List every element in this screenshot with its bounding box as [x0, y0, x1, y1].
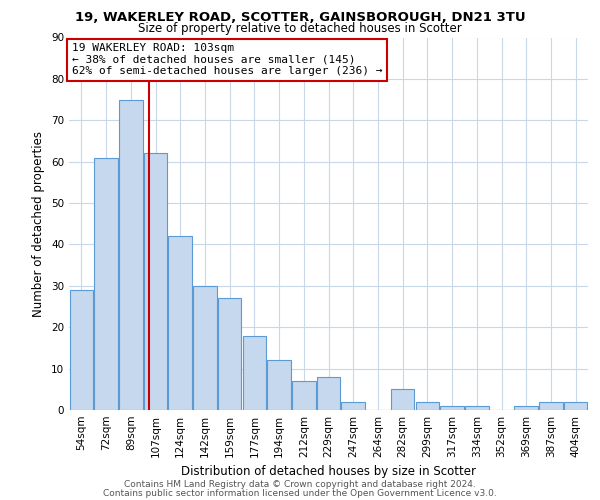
Bar [514, 406, 538, 410]
Bar [242, 336, 266, 410]
Y-axis label: Number of detached properties: Number of detached properties [32, 130, 46, 317]
Bar [218, 298, 241, 410]
Text: 19, WAKERLEY ROAD, SCOTTER, GAINSBOROUGH, DN21 3TU: 19, WAKERLEY ROAD, SCOTTER, GAINSBOROUGH… [74, 11, 526, 24]
Bar [465, 406, 488, 410]
Bar [193, 286, 217, 410]
Text: Size of property relative to detached houses in Scotter: Size of property relative to detached ho… [138, 22, 462, 35]
Text: Contains public sector information licensed under the Open Government Licence v3: Contains public sector information licen… [103, 488, 497, 498]
Bar [440, 406, 464, 410]
Text: Contains HM Land Registry data © Crown copyright and database right 2024.: Contains HM Land Registry data © Crown c… [124, 480, 476, 489]
Bar [317, 377, 340, 410]
Bar [391, 390, 415, 410]
X-axis label: Distribution of detached houses by size in Scotter: Distribution of detached houses by size … [181, 466, 476, 478]
Bar [169, 236, 192, 410]
Bar [539, 402, 563, 410]
Text: 19 WAKERLEY ROAD: 103sqm
← 38% of detached houses are smaller (145)
62% of semi-: 19 WAKERLEY ROAD: 103sqm ← 38% of detach… [71, 43, 382, 76]
Bar [564, 402, 587, 410]
Bar [292, 381, 316, 410]
Bar [70, 290, 93, 410]
Bar [119, 100, 143, 410]
Bar [268, 360, 291, 410]
Bar [341, 402, 365, 410]
Bar [144, 154, 167, 410]
Bar [416, 402, 439, 410]
Bar [94, 158, 118, 410]
